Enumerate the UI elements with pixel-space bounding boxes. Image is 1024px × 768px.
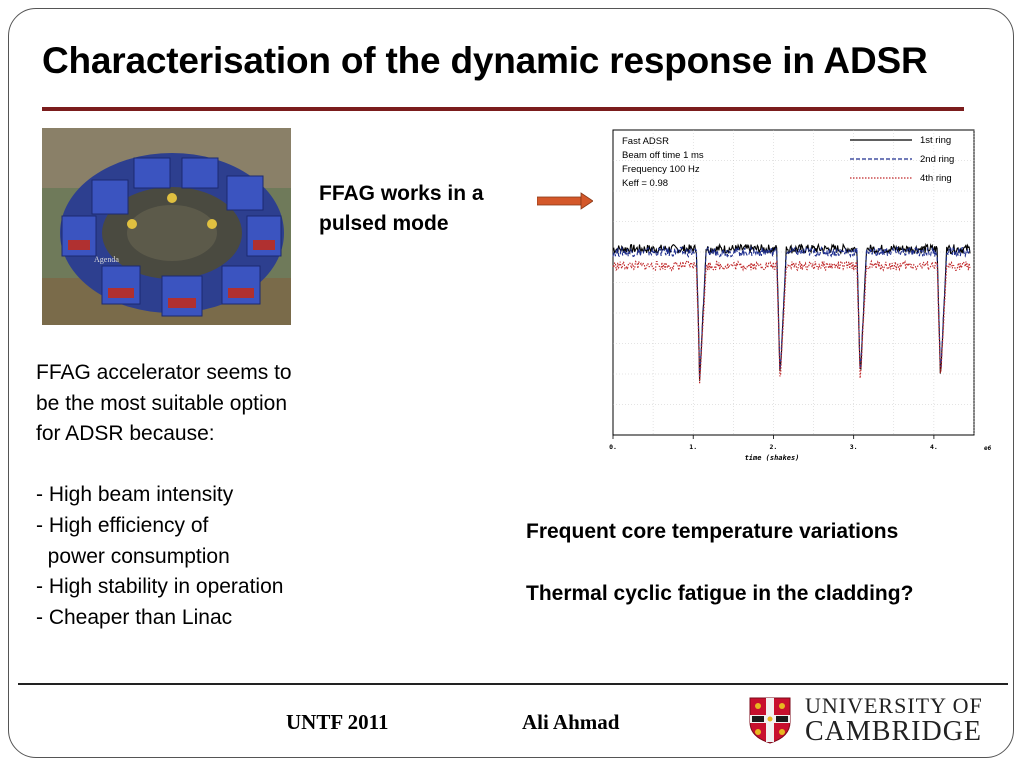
bullet-4: - Cheaper than Linac <box>36 605 233 629</box>
ffag-note-line-1: FFAG works in a <box>319 182 484 205</box>
intro-line-1: FFAG accelerator seems to <box>36 361 292 384</box>
bullet-2: - High efficiency of <box>36 513 209 537</box>
legend-label: 1st ring <box>920 135 951 146</box>
annotation-line-1: Fast ADSR <box>622 136 669 147</box>
series-line-2 <box>612 245 971 378</box>
footer-event: UNTF 2011 <box>286 710 389 734</box>
remark-2: Thermal cyclic fatigue in the cladding? <box>526 582 914 605</box>
annotation-line-2: Beam off time 1 ms <box>622 150 704 161</box>
x-tick-label: 4. <box>930 443 938 451</box>
footer-rule <box>18 683 1008 685</box>
power-response-chart: 0. 1. 2. 3. 4. e6 time (shakes) Fast ADSR Be… <box>609 129 992 462</box>
spacer <box>526 547 913 578</box>
bullet-2-cont: power consumption <box>36 544 230 568</box>
legend-label: 4th ring <box>920 173 952 184</box>
x-tick-label: 2. <box>770 443 778 451</box>
ffag-reasons: FFAG accelerator seems to be the most su… <box>36 358 292 633</box>
university-wordmark: UNIVERSITY OF CAMBRIDGE <box>805 694 983 746</box>
ffag-pulsed-note: FFAG works in a pulsed mode <box>319 179 484 239</box>
photo-overlay-text: Agenda <box>94 255 119 264</box>
remarks: Frequent core temperature variations The… <box>526 516 913 609</box>
right-arrow-icon <box>537 192 593 210</box>
x-tick-label: 0. <box>609 443 617 451</box>
x-axis-exponent: e6 <box>984 445 992 452</box>
university-line-1: UNIVERSITY OF <box>805 693 983 718</box>
x-axis-label: time (shakes) <box>745 454 800 462</box>
plot-series <box>612 242 971 384</box>
series-line-3 <box>612 259 971 384</box>
x-axis-ticks: 0. 1. 2. 3. 4. <box>609 435 938 451</box>
bullet-1: - High beam intensity <box>36 483 234 507</box>
intro-line-2: be the most suitable option <box>36 391 287 415</box>
slide-frame <box>8 8 1014 758</box>
bullet-3: - High stability in operation <box>36 575 284 599</box>
title-underline <box>42 107 964 111</box>
legend-label: 2nd ring <box>920 154 954 165</box>
ffag-accelerator-photo: Agenda <box>42 128 291 325</box>
chart-legend: 1st ring 2nd ring 4th ring <box>850 135 954 184</box>
x-tick-label: 3. <box>850 443 858 451</box>
annotation-line-3: Frequency 100 Hz <box>622 164 700 175</box>
chart-annotation: Fast ADSR Beam off time 1 ms Frequency 1… <box>622 136 704 189</box>
annotation-line-4: Keff = 0.98 <box>622 178 668 189</box>
cambridge-crest-icon <box>749 697 791 744</box>
remark-1: Frequent core temperature variations <box>526 520 899 543</box>
intro-line-3: for ADSR because: <box>36 422 215 446</box>
x-tick-label: 1. <box>689 443 697 451</box>
series-line-1 <box>612 242 971 381</box>
slide-title: Characterisation of the dynamic response… <box>42 40 928 81</box>
university-line-2: CAMBRIDGE <box>805 716 983 747</box>
plot-grid <box>613 130 975 435</box>
footer-author: Ali Ahmad <box>522 710 620 734</box>
ffag-note-line-2: pulsed mode <box>319 212 449 235</box>
spacer <box>36 450 292 481</box>
